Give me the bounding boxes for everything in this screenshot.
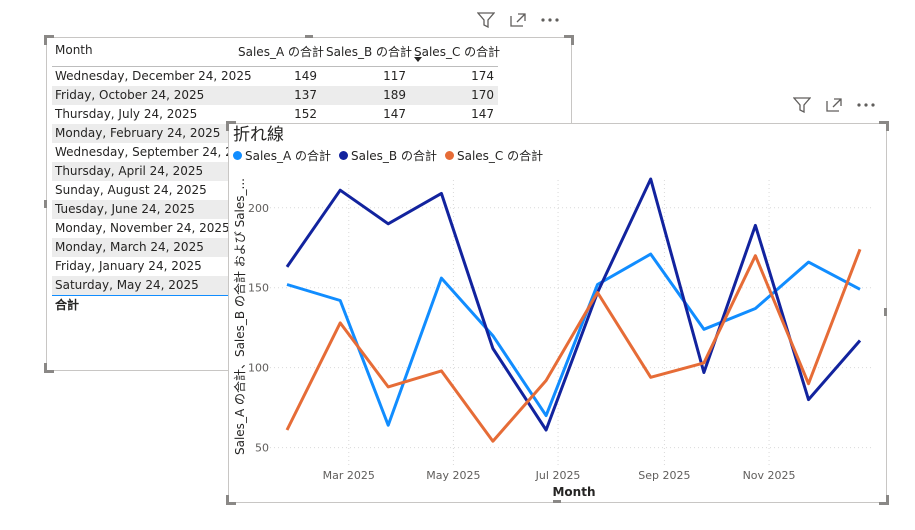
filter-icon[interactable] [786, 94, 818, 116]
more-options-icon[interactable] [850, 94, 882, 116]
resize-handle[interactable] [879, 495, 889, 505]
cell-sales-b: 189 [383, 88, 406, 102]
column-header-sales-a[interactable]: Sales_A の合計 [238, 45, 324, 59]
resize-handle[interactable] [305, 35, 313, 38]
legend-marker-sales-c [444, 151, 454, 160]
legend-marker-sales-b [338, 151, 348, 160]
resize-handle[interactable] [44, 200, 47, 208]
focus-mode-icon[interactable] [502, 9, 534, 31]
more-options-icon[interactable] [534, 9, 566, 31]
table-row[interactable]: Thursday, July 24, 2025 152 147 147 [52, 105, 498, 124]
focus-mode-icon[interactable] [818, 94, 850, 116]
cell-sales-b: 147 [383, 107, 406, 121]
resize-handle[interactable] [564, 35, 574, 45]
column-header-month[interactable]: Month [55, 43, 93, 57]
table-row[interactable]: Wednesday, December 24, 2025 149 117 174 [52, 67, 498, 86]
legend-label-sales-b: Sales_B の合計 [350, 149, 437, 163]
column-header-sales-c[interactable]: Sales_C の合計 [414, 45, 501, 59]
resize-handle[interactable] [44, 35, 54, 45]
cell-sales-c: 170 [471, 88, 494, 102]
total-label: 合計 [55, 298, 80, 312]
table-row[interactable]: Friday, January 24, 2025 [52, 257, 498, 276]
cell-month: Sunday, August 24, 2025 [55, 183, 207, 197]
table-row[interactable]: Monday, November 24, 2025 [52, 219, 498, 238]
cell-month: Monday, February 24, 2025 [55, 126, 221, 140]
cell-month: Tuesday, June 24, 2025 [55, 202, 195, 216]
cell-sales-c: 147 [471, 107, 494, 121]
table-visual-header [470, 9, 566, 31]
cell-month: Wednesday, September 24, 2025 [55, 145, 256, 159]
resize-handle[interactable] [226, 495, 236, 505]
chart-visual-header [786, 94, 882, 116]
legend-label-sales-c: Sales_C の合計 [456, 149, 544, 163]
resize-handle[interactable] [44, 363, 54, 373]
line-chart-border [228, 123, 887, 503]
chart-title: 折れ線 [233, 125, 284, 145]
resize-handle[interactable] [884, 308, 887, 316]
cell-month: Saturday, May 24, 2025 [55, 278, 199, 292]
resize-handle[interactable] [553, 500, 561, 503]
legend-marker-sales-a [233, 151, 242, 160]
cell-month: Friday, October 24, 2025 [55, 88, 205, 102]
column-header-sales-b[interactable]: Sales_B の合計 [326, 45, 412, 59]
table-row[interactable]: Wednesday, September 24, 2025 [52, 143, 498, 162]
legend-item-sales-c[interactable]: Sales_C の合計 [444, 147, 544, 164]
cell-month: Thursday, April 24, 2025 [55, 164, 204, 178]
cell-month: Wednesday, December 24, 2025 [55, 69, 252, 83]
resize-handle[interactable] [879, 121, 889, 131]
cell-month: Thursday, July 24, 2025 [55, 107, 198, 121]
cell-month: Monday, November 24, 2025 [55, 221, 230, 235]
table-header: Month Sales_A の合計 Sales_B の合計 Sales_C の合… [52, 40, 501, 67]
cell-month: Monday, March 24, 2025 [55, 240, 204, 254]
cell-sales-a: 149 [294, 69, 317, 83]
cell-sales-c: 174 [471, 69, 494, 83]
legend-item-sales-b[interactable]: Sales_B の合計 [338, 147, 437, 164]
cell-sales-b: 117 [383, 69, 406, 83]
table-row[interactable]: Friday, October 24, 2025 137 189 170 [52, 86, 498, 105]
table-row[interactable]: Sunday, August 24, 2025 [52, 181, 498, 200]
resize-handle[interactable] [226, 121, 236, 131]
legend-item-sales-a[interactable]: Sales_A の合計 [233, 147, 331, 164]
filter-icon[interactable] [470, 9, 502, 31]
cell-month: Friday, January 24, 2025 [55, 259, 202, 273]
cell-sales-a: 152 [294, 107, 317, 121]
sort-descending-icon [414, 57, 422, 62]
chart-legend: Sales_A の合計 Sales_B の合計 Sales_C の合計 [233, 147, 543, 164]
cell-sales-a: 137 [294, 88, 317, 102]
legend-label-sales-a: Sales_A の合計 [245, 149, 331, 163]
